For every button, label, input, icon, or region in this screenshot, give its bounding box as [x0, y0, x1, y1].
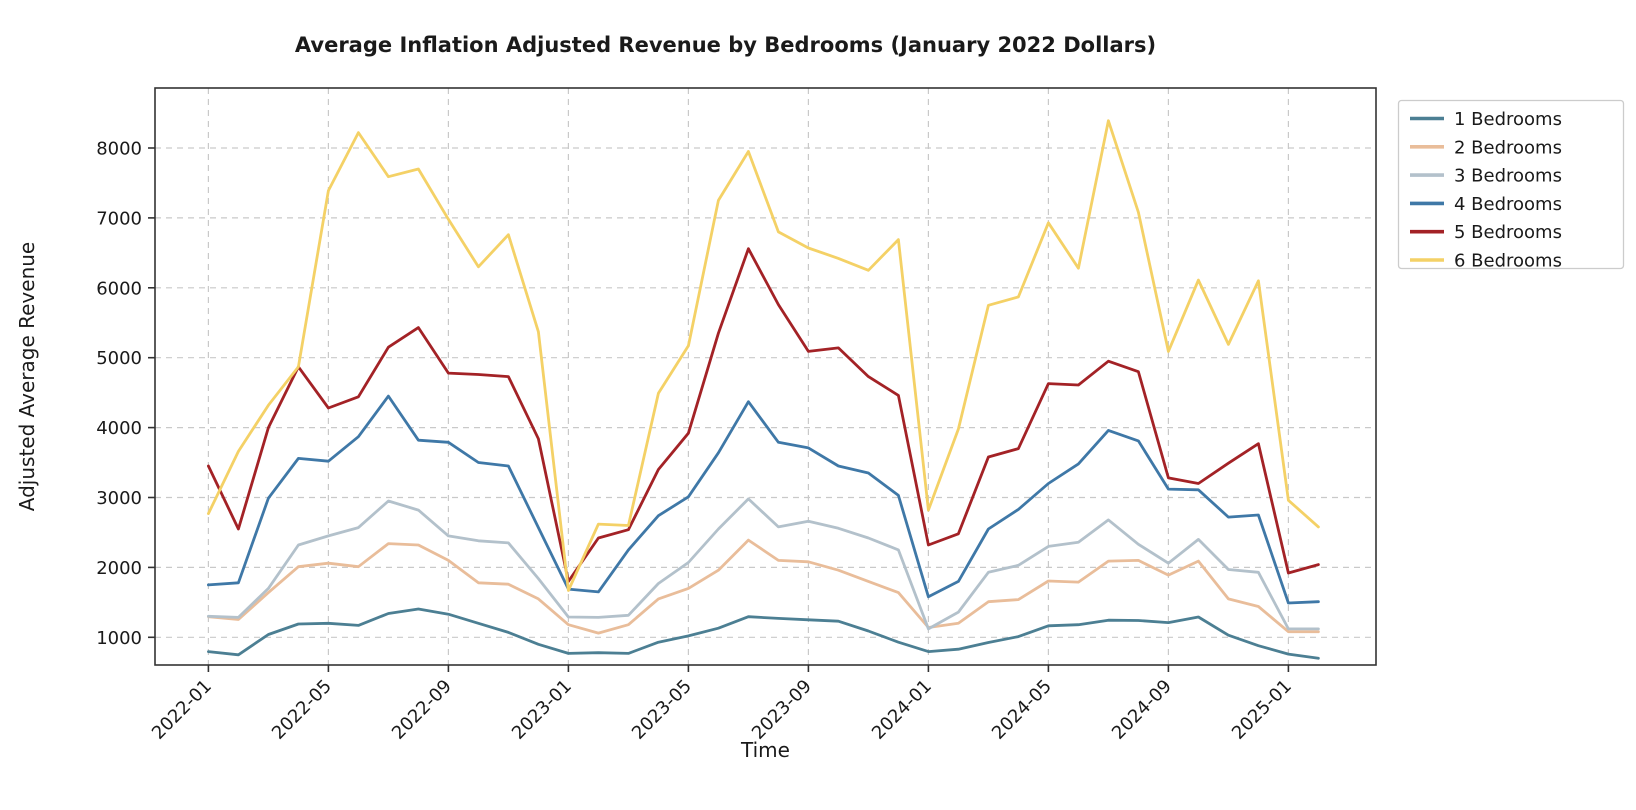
- x-tick-label: 2022-05: [268, 676, 336, 744]
- y-tick-label: 4000: [96, 418, 142, 439]
- legend-item-3-bedrooms: 3 Bedrooms: [1410, 166, 1562, 187]
- x-tick-label: 2022-09: [388, 676, 456, 744]
- series-line-6-bedrooms: [206, 119, 1320, 592]
- x-tick-label: 2024-09: [1108, 676, 1176, 744]
- x-tick-label: 2022-01: [148, 676, 216, 744]
- x-axis-label: Time: [740, 738, 790, 762]
- y-tick-label: 7000: [96, 208, 142, 229]
- series-line-4-bedrooms: [206, 394, 1320, 605]
- y-axis-label: Adjusted Average Revenue: [15, 242, 39, 511]
- x-tick-label: 2024-01: [868, 676, 936, 744]
- legend-label: 3 Bedrooms: [1454, 166, 1562, 187]
- legend-label: 6 Bedrooms: [1454, 251, 1562, 272]
- x-tick-label: 2023-09: [748, 676, 816, 744]
- chart-title: Average Inflation Adjusted Revenue by Be…: [295, 33, 1156, 57]
- legend-label: 4 Bedrooms: [1454, 194, 1562, 215]
- x-tick-label: 2024-05: [988, 676, 1056, 744]
- legend: 1 Bedrooms 2 Bedrooms 3 Bedrooms 4 Bedrooms…: [1397, 99, 1625, 272]
- legend-item-4-bedrooms: 4 Bedrooms: [1410, 194, 1562, 215]
- x-tick-label: 2023-05: [628, 676, 696, 744]
- y-tick-label: 1000: [96, 628, 142, 649]
- legend-item-2-bedrooms: 2 Bedrooms: [1410, 137, 1562, 158]
- legend-label: 5 Bedrooms: [1454, 222, 1562, 243]
- x-tick-label: 2023-01: [508, 676, 576, 744]
- legend-label: 1 Bedrooms: [1454, 109, 1562, 130]
- y-tick-label: 8000: [96, 139, 142, 160]
- legend-item-5-bedrooms: 5 Bedrooms: [1410, 222, 1562, 243]
- y-tick-label: 6000: [96, 278, 142, 299]
- x-tick-label: 2025-01: [1228, 676, 1296, 744]
- series-line-5-bedrooms: [206, 247, 1320, 583]
- y-tick-label: 3000: [96, 488, 142, 509]
- series-line-3-bedrooms: [206, 497, 1320, 631]
- series-line-1-bedrooms: [206, 607, 1320, 660]
- legend-item-6-bedrooms: 6 Bedrooms: [1410, 251, 1562, 272]
- legend-box: [1397, 99, 1625, 270]
- series-line-2-bedrooms: [206, 538, 1320, 635]
- axis-ticks: [148, 147, 1290, 672]
- plot-frame: [154, 87, 1377, 666]
- y-tick-label: 5000: [96, 348, 142, 369]
- legend-item-1-bedrooms: 1 Bedrooms: [1410, 109, 1562, 130]
- legend-label: 2 Bedrooms: [1454, 137, 1562, 158]
- y-tick-label: 2000: [96, 558, 142, 579]
